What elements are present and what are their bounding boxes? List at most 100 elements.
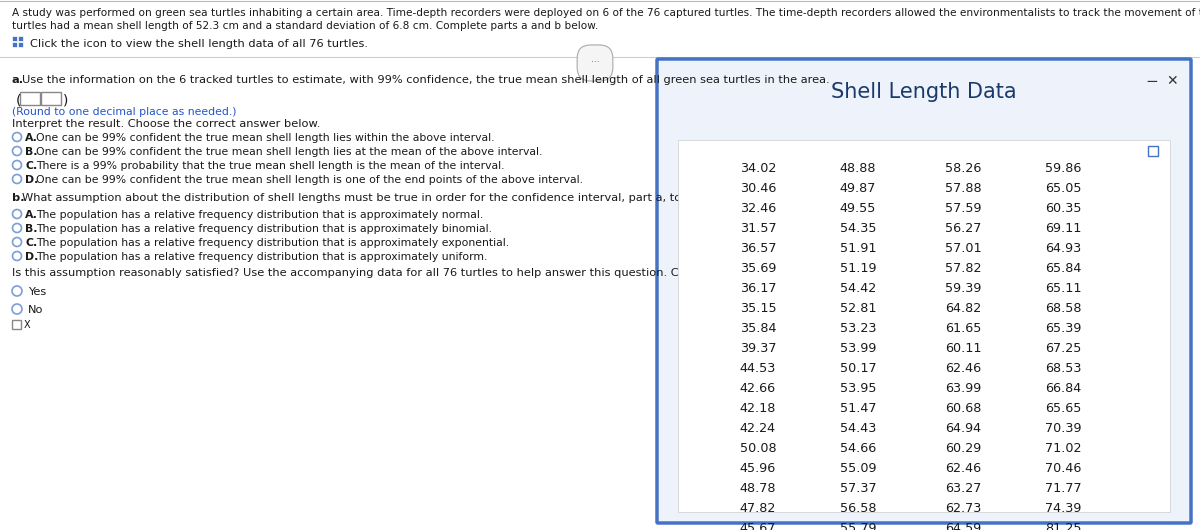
- Text: Shell Length Data: Shell Length Data: [832, 82, 1016, 102]
- Text: 68.58: 68.58: [1045, 302, 1081, 315]
- Circle shape: [12, 174, 22, 183]
- Bar: [12, 36, 17, 41]
- Text: 55.09: 55.09: [840, 462, 876, 475]
- Text: Yes: Yes: [28, 287, 47, 297]
- Text: 54.35: 54.35: [840, 222, 876, 235]
- Bar: [678, 140, 1170, 512]
- Text: 66.84: 66.84: [1045, 382, 1081, 395]
- Text: 58.26: 58.26: [944, 162, 982, 175]
- Text: X: X: [24, 320, 31, 330]
- Text: 65.84: 65.84: [1045, 262, 1081, 275]
- Circle shape: [12, 286, 22, 296]
- Circle shape: [12, 304, 22, 314]
- Text: Use the information on the 6 tracked turtles to estimate, with 99% confidence, t: Use the information on the 6 tracked tur…: [22, 75, 829, 85]
- Text: 50.17: 50.17: [840, 362, 876, 375]
- Text: 42.18: 42.18: [740, 402, 776, 415]
- Text: 48.78: 48.78: [739, 482, 776, 495]
- Text: 60.29: 60.29: [944, 442, 982, 455]
- Bar: [1148, 146, 1158, 156]
- Text: 30.46: 30.46: [740, 182, 776, 195]
- Text: The population has a relative frequency distribution that is approximately binom: The population has a relative frequency …: [36, 224, 492, 234]
- Text: b.: b.: [12, 193, 25, 203]
- Text: 36.17: 36.17: [739, 282, 776, 295]
- Text: C.: C.: [25, 161, 37, 171]
- Text: 57.37: 57.37: [840, 482, 876, 495]
- Bar: [18, 36, 23, 41]
- Text: 60.11: 60.11: [944, 342, 982, 355]
- Text: 65.05: 65.05: [1045, 182, 1081, 195]
- Text: 54.66: 54.66: [840, 442, 876, 455]
- Text: 32.46: 32.46: [740, 202, 776, 215]
- Text: 68.53: 68.53: [1045, 362, 1081, 375]
- Text: 60.35: 60.35: [1045, 202, 1081, 215]
- Text: turtles had a mean shell length of 52.3 cm and a standard deviation of 6.8 cm. C: turtles had a mean shell length of 52.3 …: [12, 21, 599, 31]
- Text: 54.43: 54.43: [840, 422, 876, 435]
- Bar: [18, 42, 23, 47]
- Circle shape: [12, 224, 22, 233]
- Text: 60.68: 60.68: [944, 402, 982, 415]
- Text: 65.65: 65.65: [1045, 402, 1081, 415]
- Text: 53.95: 53.95: [840, 382, 876, 395]
- Text: 56.58: 56.58: [840, 502, 876, 515]
- Circle shape: [12, 209, 22, 218]
- Text: 31.57: 31.57: [739, 222, 776, 235]
- Text: There is a 99% probability that the true mean shell length is the mean of the in: There is a 99% probability that the true…: [36, 161, 504, 171]
- Text: 42.24: 42.24: [740, 422, 776, 435]
- Text: 35.15: 35.15: [739, 302, 776, 315]
- Text: −: −: [1146, 74, 1158, 89]
- Text: 50.08: 50.08: [739, 442, 776, 455]
- Text: 51.91: 51.91: [840, 242, 876, 255]
- Text: 44.53: 44.53: [740, 362, 776, 375]
- Text: 64.94: 64.94: [944, 422, 982, 435]
- Text: 63.27: 63.27: [944, 482, 982, 495]
- Circle shape: [12, 237, 22, 246]
- Text: B.: B.: [25, 147, 37, 157]
- Circle shape: [12, 146, 22, 155]
- Bar: [41, 92, 61, 105]
- Text: 53.99: 53.99: [840, 342, 876, 355]
- Bar: [12, 320, 22, 329]
- Text: 69.11: 69.11: [1045, 222, 1081, 235]
- Text: 35.84: 35.84: [739, 322, 776, 335]
- Text: 64.82: 64.82: [944, 302, 982, 315]
- Text: 62.46: 62.46: [944, 362, 982, 375]
- Circle shape: [12, 132, 22, 142]
- Text: 49.55: 49.55: [840, 202, 876, 215]
- Text: 48.88: 48.88: [840, 162, 876, 175]
- Text: Click the icon to view the shell length data of all 76 turtles.: Click the icon to view the shell length …: [30, 39, 368, 49]
- Text: No: No: [28, 305, 43, 315]
- Text: ): ): [64, 93, 68, 107]
- Text: 45.67: 45.67: [740, 522, 776, 530]
- Text: 53.23: 53.23: [840, 322, 876, 335]
- Text: 51.19: 51.19: [840, 262, 876, 275]
- Text: 62.46: 62.46: [944, 462, 982, 475]
- Text: 70.46: 70.46: [1045, 462, 1081, 475]
- Text: (Round to one decimal place as needed.): (Round to one decimal place as needed.): [12, 107, 236, 117]
- Text: The population has a relative frequency distribution that is approximately unifo: The population has a relative frequency …: [36, 252, 487, 262]
- Text: D.: D.: [25, 175, 38, 185]
- Text: What assumption about the distribution of shell lengths must be true in order fo: What assumption about the distribution o…: [22, 193, 736, 203]
- Text: 65.39: 65.39: [1045, 322, 1081, 335]
- Text: 55.79: 55.79: [840, 522, 876, 530]
- Text: The population has a relative frequency distribution that is approximately expon: The population has a relative frequency …: [36, 238, 509, 248]
- Circle shape: [12, 252, 22, 261]
- Text: 56.27: 56.27: [944, 222, 982, 235]
- Text: 65.11: 65.11: [1045, 282, 1081, 295]
- Text: 34.02: 34.02: [740, 162, 776, 175]
- Text: 62.73: 62.73: [944, 502, 982, 515]
- Text: 39.37: 39.37: [739, 342, 776, 355]
- Text: (: (: [16, 93, 22, 107]
- Text: 61.65: 61.65: [944, 322, 982, 335]
- Text: One can be 99% confident the true mean shell length lies at the mean of the abov: One can be 99% confident the true mean s…: [36, 147, 542, 157]
- Text: a.: a.: [12, 75, 24, 85]
- Text: 74.39: 74.39: [1045, 502, 1081, 515]
- Text: 70.39: 70.39: [1045, 422, 1081, 435]
- Text: 64.93: 64.93: [1045, 242, 1081, 255]
- Text: A study was performed on green sea turtles inhabiting a certain area. Time-depth: A study was performed on green sea turtl…: [12, 8, 1200, 18]
- Text: 57.01: 57.01: [944, 242, 982, 255]
- Text: 57.88: 57.88: [944, 182, 982, 195]
- FancyBboxPatch shape: [658, 59, 1190, 523]
- Text: 67.25: 67.25: [1045, 342, 1081, 355]
- Text: 59.39: 59.39: [944, 282, 982, 295]
- Text: 59.86: 59.86: [1045, 162, 1081, 175]
